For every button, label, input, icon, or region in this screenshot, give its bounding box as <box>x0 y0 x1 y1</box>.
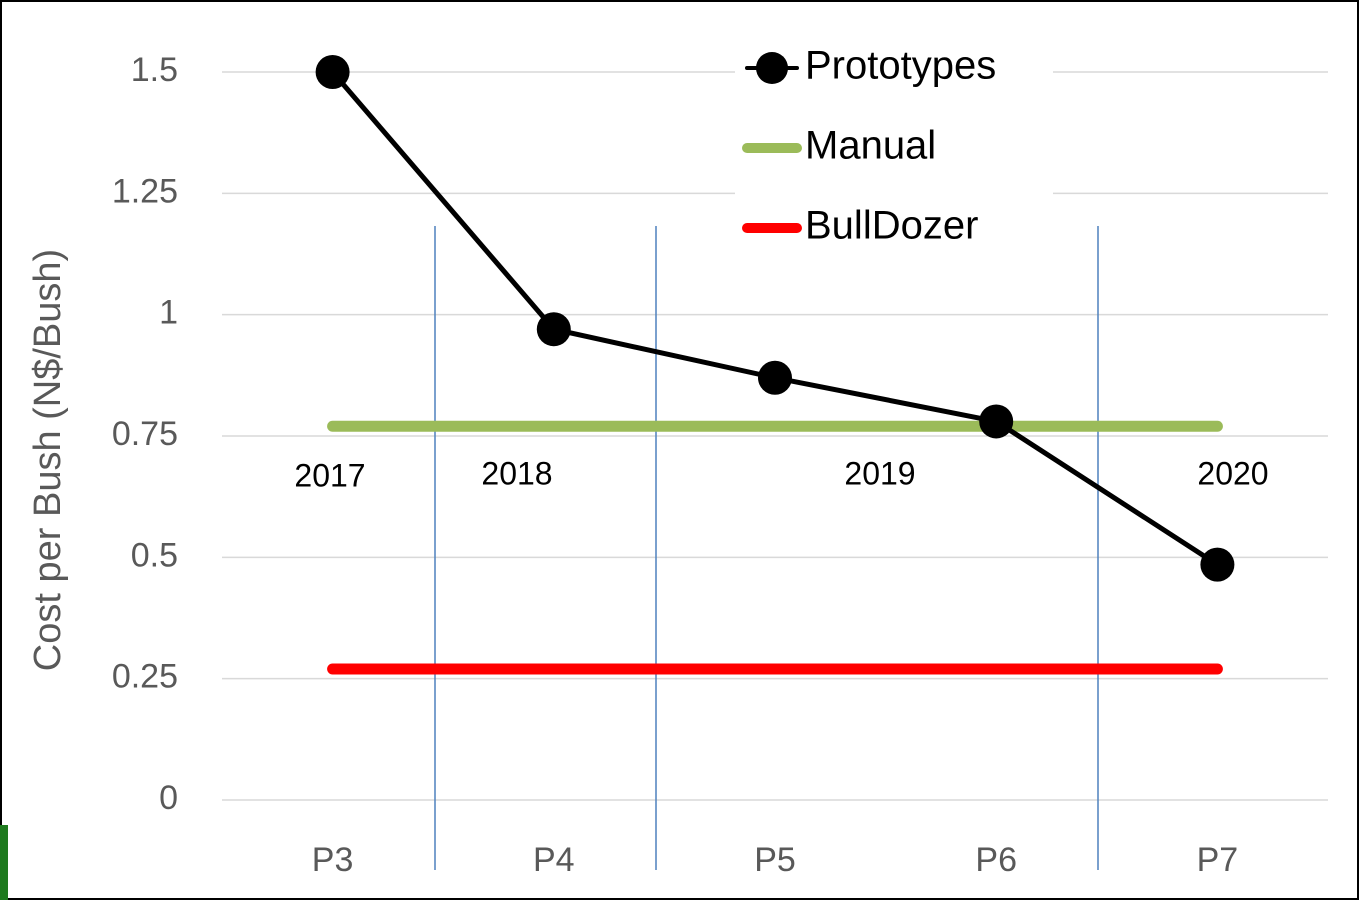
y-tick-label: 1.5 <box>131 51 178 89</box>
marker <box>536 312 571 347</box>
edge-strip <box>0 825 8 900</box>
x-tick-label: P3 <box>312 841 354 879</box>
year-separators <box>434 226 1099 870</box>
x-tick-label: P5 <box>754 841 796 879</box>
marker <box>1200 547 1235 582</box>
legend-marker <box>756 52 788 84</box>
y-axis-label: Cost per Bush (N$/Bush) <box>27 249 69 671</box>
legend-label: BullDozer <box>805 204 978 248</box>
x-tick-label: P6 <box>975 841 1017 879</box>
marker <box>758 360 792 395</box>
y-tick-label: 0.25 <box>112 658 178 696</box>
y-tick-label: 0.75 <box>112 415 178 453</box>
legend-label: Prototypes <box>805 44 996 88</box>
plot <box>315 55 1235 675</box>
y-tick-label: 1 <box>159 294 178 332</box>
y-tick-label: 0.5 <box>131 536 178 574</box>
annotation: 2017 <box>294 457 365 493</box>
legend-label: Manual <box>805 124 936 168</box>
x-tick-label: P7 <box>1197 841 1239 879</box>
marker <box>315 55 350 89</box>
marker <box>979 404 1014 439</box>
x-tick-label: P4 <box>533 841 575 879</box>
annotation: 2018 <box>481 455 552 491</box>
y-tick-label: 0 <box>159 779 178 817</box>
annotation: 2019 <box>844 455 915 491</box>
annotation: 2020 <box>1197 455 1268 491</box>
legend: Prototypes Manual BullDozer <box>742 44 996 248</box>
y-tick-label: 1.25 <box>112 172 178 210</box>
